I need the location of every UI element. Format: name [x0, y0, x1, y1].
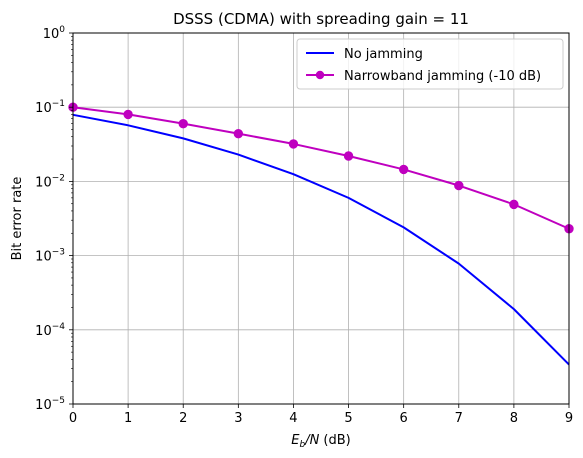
x-axis-label: Eb/N (dB)	[291, 433, 351, 450]
y-tick-label: 10−5	[35, 396, 65, 413]
series-point	[233, 128, 244, 139]
x-axis-label-unit: (dB)	[319, 433, 350, 448]
x-tick-label: 1	[124, 411, 132, 426]
series-point	[123, 109, 133, 120]
y-tick-label: 100	[43, 25, 66, 42]
plot-area	[73, 33, 569, 404]
legend-label-1: Narrowband jamming (-10 dB)	[344, 69, 541, 84]
x-axis-label-e: E	[291, 433, 300, 448]
x-tick-label: 6	[400, 411, 408, 426]
y-tick-label: 10−3	[35, 248, 65, 265]
plot-frame	[72, 32, 570, 405]
x-tick-label: 4	[289, 411, 297, 426]
x-tick-label: 2	[179, 411, 187, 426]
x-tick-label: 5	[344, 411, 352, 426]
legend-marker-1	[315, 70, 325, 80]
x-axis-label-b: b	[299, 440, 305, 450]
x-tick-label: 8	[510, 411, 518, 426]
series-line-1	[72, 106, 570, 230]
y-axis-label: Bit error rate	[10, 177, 25, 261]
legend-box	[296, 38, 564, 90]
x-tick-label: 0	[69, 411, 77, 426]
chart-title: DSSS (CDMA) with spreading gain = 11	[173, 10, 469, 28]
y-tick-label: 10−2	[35, 173, 65, 190]
series-layer	[68, 102, 574, 366]
series-line-0	[72, 113, 570, 366]
legend: No jamming Narrowband jamming (-10 dB)	[296, 38, 564, 90]
x-tick-label: 9	[565, 411, 573, 426]
x-tick-label: 7	[455, 411, 463, 426]
series-point	[454, 180, 464, 191]
ticks: 0 1 2 3 4 5 6 7 8 9 100 10−1 10−2 10−3 10−4 10−5	[35, 25, 573, 426]
series-point	[509, 199, 519, 210]
legend-label-0: No jamming	[344, 47, 423, 62]
y-tick-label: 10−1	[35, 99, 65, 116]
series-point	[398, 164, 409, 175]
y-tick-label: 10−4	[35, 322, 65, 339]
series-point	[343, 151, 354, 161]
series-point	[178, 118, 188, 129]
x-tick-label: 3	[234, 411, 242, 426]
series-point	[288, 139, 299, 149]
x-axis-label-n: /N	[304, 433, 319, 448]
